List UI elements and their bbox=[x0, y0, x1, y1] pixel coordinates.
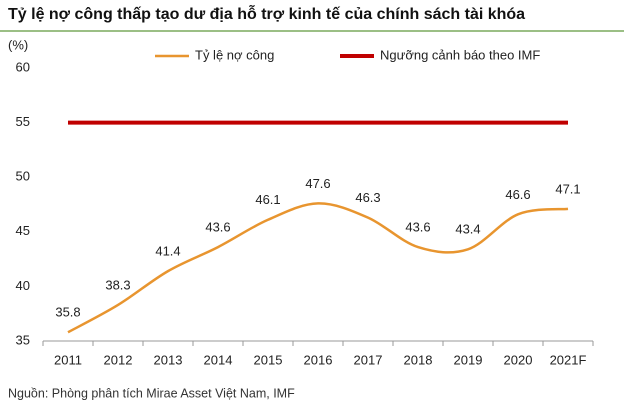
line-series bbox=[67, 202, 569, 334]
data-label: 47.6 bbox=[305, 176, 330, 191]
data-label: 35.8 bbox=[55, 305, 80, 320]
y-tick-label: 40 bbox=[16, 278, 30, 293]
y-tick-label: 45 bbox=[16, 223, 30, 238]
x-tick-label: 2020 bbox=[504, 352, 533, 367]
legend-label: Tỷ lệ nợ công bbox=[195, 47, 274, 62]
data-label: 43.4 bbox=[455, 222, 480, 237]
x-tick-label: 2013 bbox=[154, 352, 183, 367]
x-tick-label: 2011 bbox=[54, 352, 82, 367]
data-label: 38.3 bbox=[105, 277, 130, 292]
x-tick-label: 2019 bbox=[454, 352, 483, 367]
x-tick-label: 2012 bbox=[104, 352, 133, 367]
x-tick-label: 2016 bbox=[304, 352, 333, 367]
x-tick-label: 2017 bbox=[354, 352, 383, 367]
data-label: 41.4 bbox=[155, 244, 180, 259]
data-label: 43.6 bbox=[405, 220, 430, 235]
data-label: 46.6 bbox=[505, 187, 530, 202]
y-axis-label: (%) bbox=[8, 37, 28, 52]
x-tick-label: 2014 bbox=[204, 352, 233, 367]
y-tick-label: 55 bbox=[16, 114, 30, 129]
y-tick-label: 35 bbox=[16, 332, 30, 347]
y-tick-label: 50 bbox=[16, 169, 30, 184]
data-label: 46.1 bbox=[255, 192, 280, 207]
data-label: 46.3 bbox=[355, 190, 380, 205]
x-tick-label: 2018 bbox=[404, 352, 433, 367]
legend-label: Ngưỡng cảnh báo theo IMF bbox=[380, 47, 540, 62]
y-tick-label: 60 bbox=[16, 59, 30, 74]
source: Nguồn: Phòng phân tích Mirae Asset Việt … bbox=[8, 386, 295, 400]
x-tick-label: 2015 bbox=[254, 352, 283, 367]
data-label: 47.1 bbox=[555, 181, 580, 196]
data-label: 43.6 bbox=[205, 220, 230, 235]
x-tick-label: 2021F bbox=[550, 352, 587, 367]
chart-title: Tỷ lệ nợ công thấp tạo dư địa hỗ trợ kin… bbox=[8, 4, 525, 23]
